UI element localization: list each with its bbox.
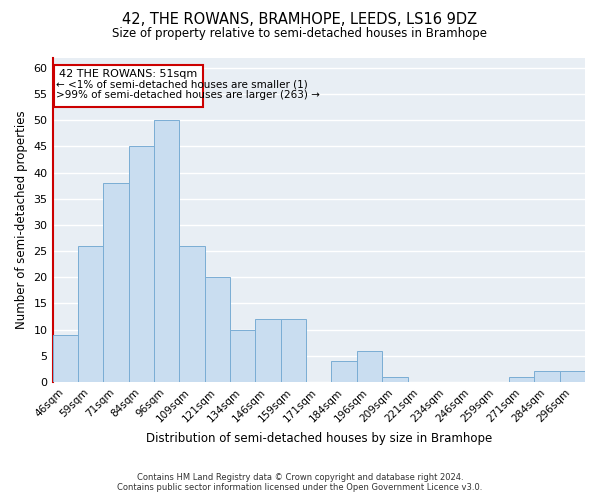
X-axis label: Distribution of semi-detached houses by size in Bramhope: Distribution of semi-detached houses by … xyxy=(146,432,492,445)
Bar xyxy=(560,372,585,382)
Bar xyxy=(53,335,78,382)
Bar xyxy=(179,246,205,382)
Bar xyxy=(154,120,179,382)
Bar xyxy=(256,319,281,382)
Bar xyxy=(128,146,154,382)
Text: Size of property relative to semi-detached houses in Bramhope: Size of property relative to semi-detach… xyxy=(113,28,487,40)
Bar xyxy=(509,376,534,382)
FancyBboxPatch shape xyxy=(54,66,203,107)
Bar xyxy=(78,246,103,382)
Text: 42 THE ROWANS: 51sqm: 42 THE ROWANS: 51sqm xyxy=(59,69,198,79)
Bar xyxy=(331,361,357,382)
Bar xyxy=(357,350,382,382)
Bar xyxy=(230,330,256,382)
Bar xyxy=(382,376,407,382)
Bar xyxy=(205,278,230,382)
Bar xyxy=(281,319,306,382)
Text: Contains HM Land Registry data © Crown copyright and database right 2024.
Contai: Contains HM Land Registry data © Crown c… xyxy=(118,473,482,492)
Text: ← <1% of semi-detached houses are smaller (1): ← <1% of semi-detached houses are smalle… xyxy=(56,80,308,90)
Bar xyxy=(103,183,128,382)
Bar xyxy=(534,372,560,382)
Text: >99% of semi-detached houses are larger (263) →: >99% of semi-detached houses are larger … xyxy=(56,90,320,100)
Text: 42, THE ROWANS, BRAMHOPE, LEEDS, LS16 9DZ: 42, THE ROWANS, BRAMHOPE, LEEDS, LS16 9D… xyxy=(122,12,478,28)
Y-axis label: Number of semi-detached properties: Number of semi-detached properties xyxy=(15,110,28,329)
